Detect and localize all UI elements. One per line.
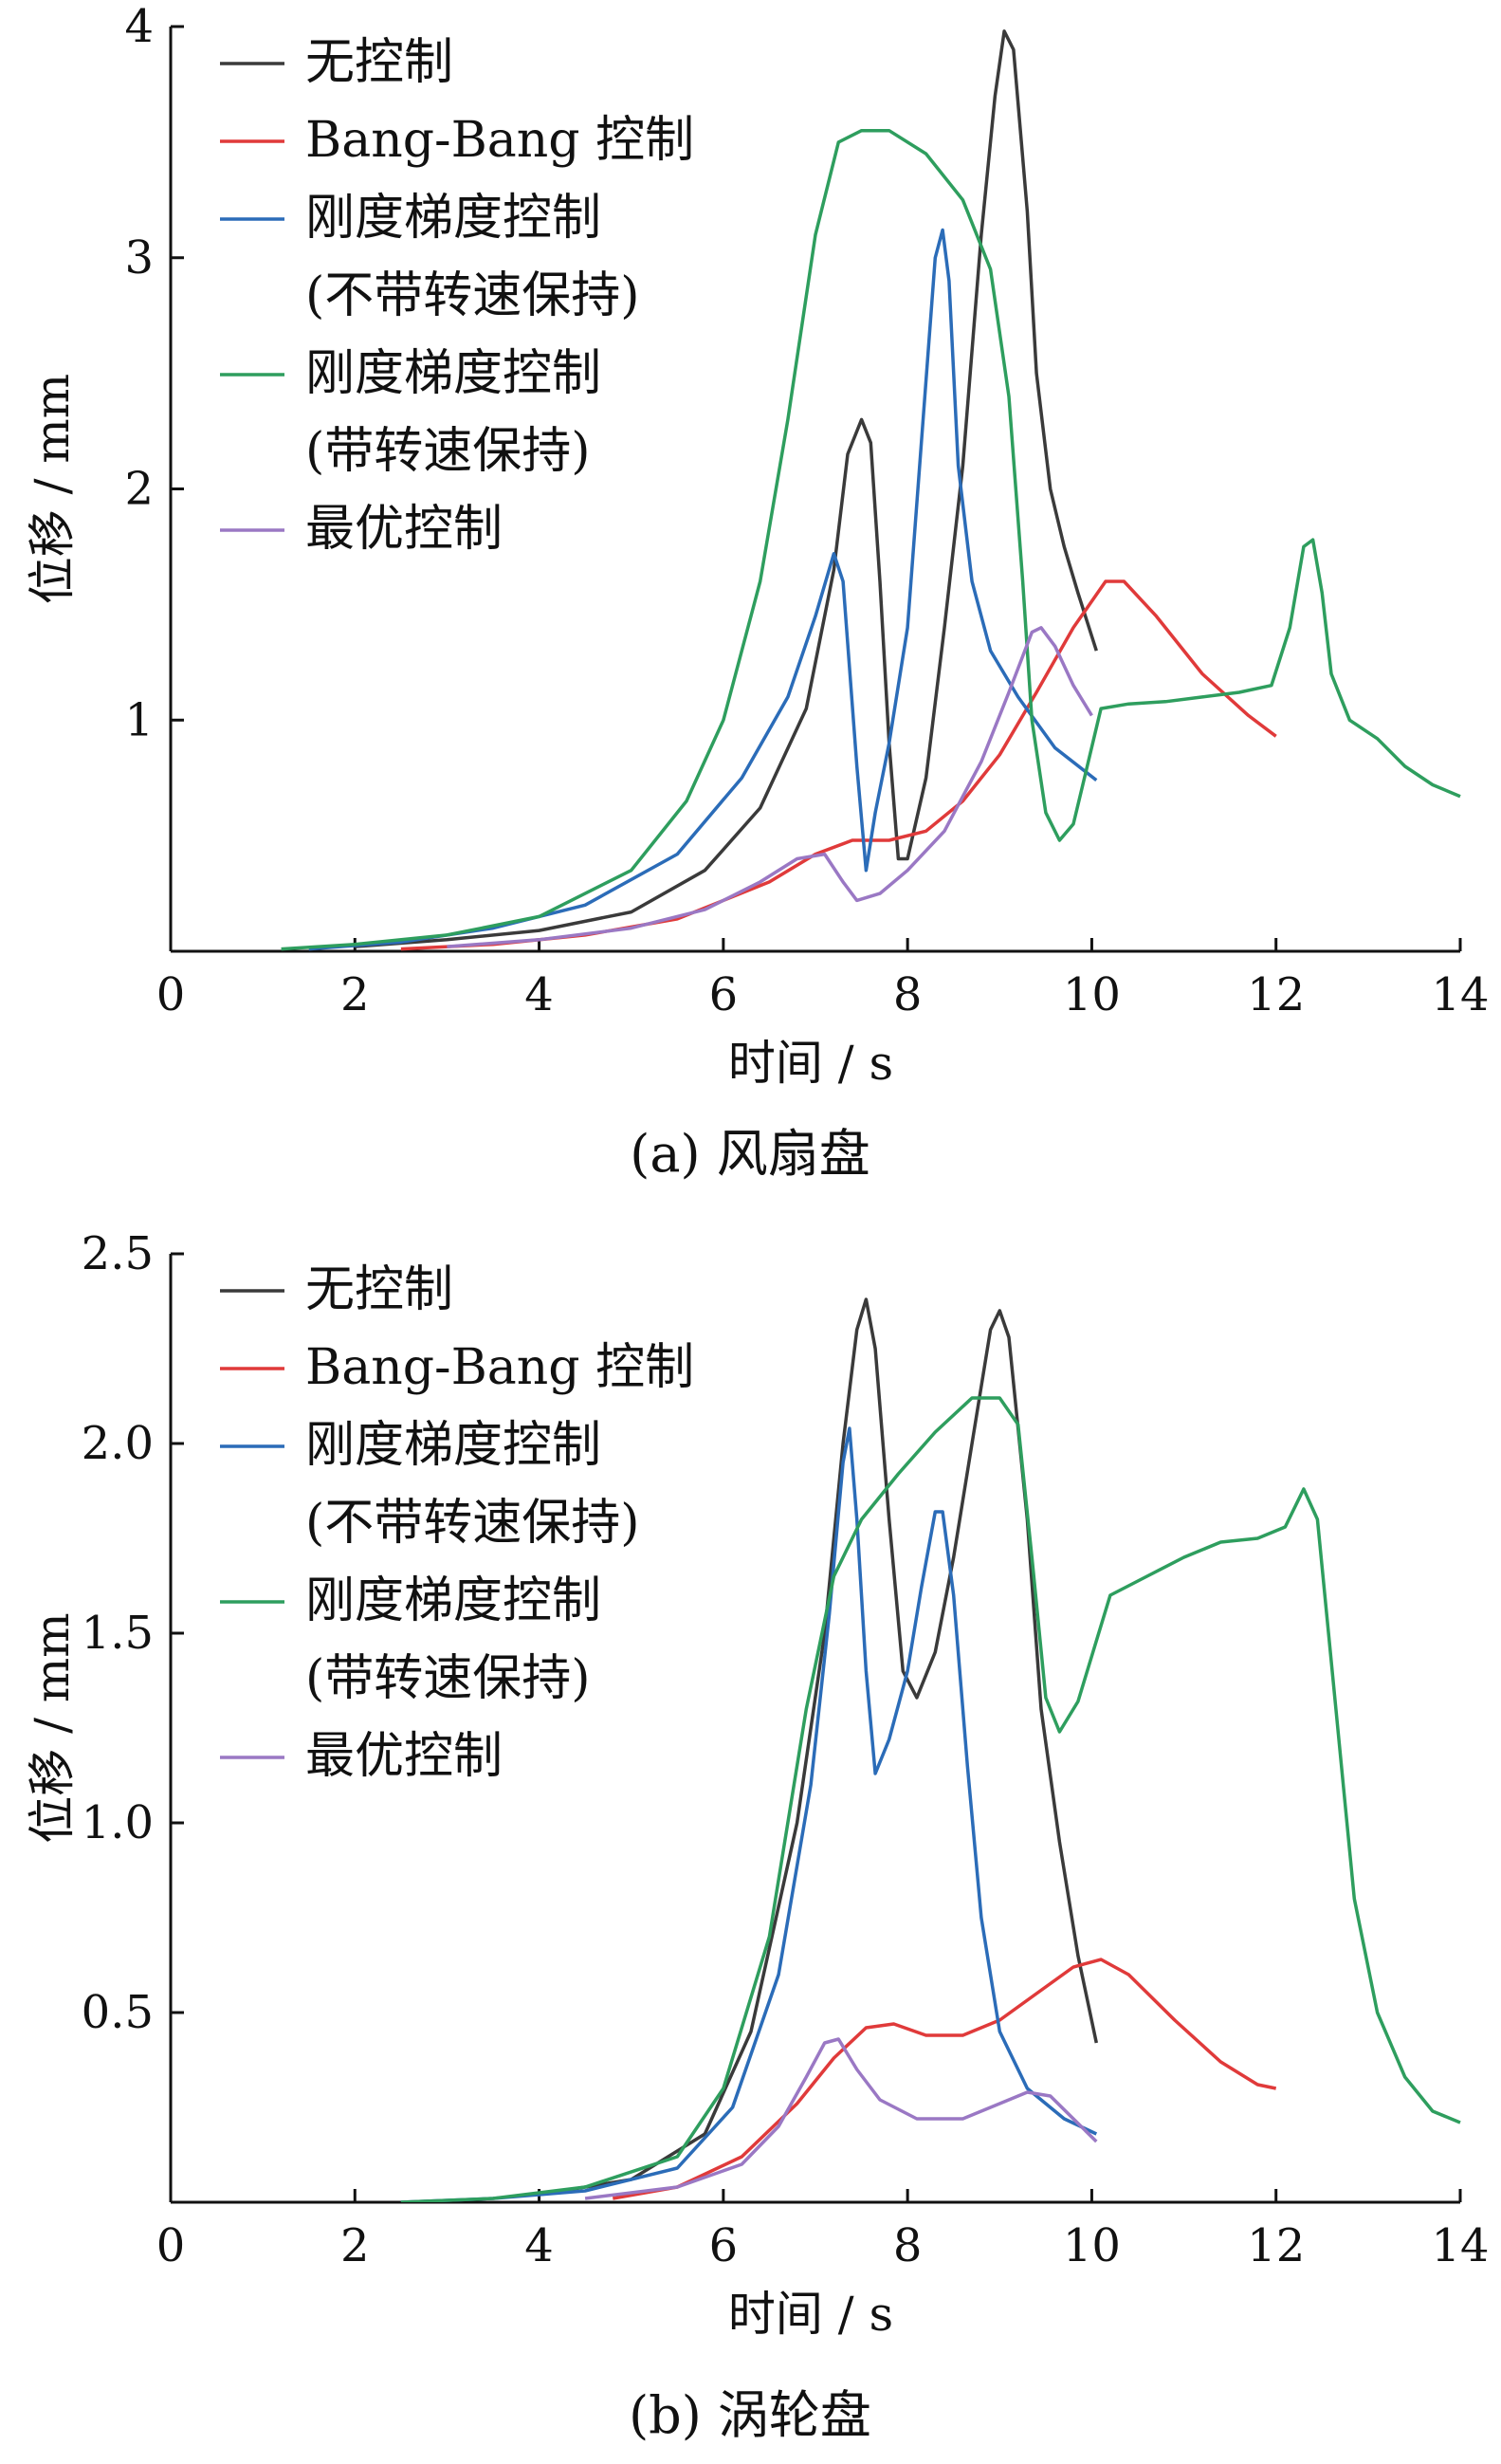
x-tick-label: 6: [709, 968, 739, 1021]
chart-caption: (a) 风扇盘: [630, 1124, 870, 1184]
legend-label-3: 刚度梯度控制: [305, 345, 601, 402]
series-line-0: [355, 29, 1098, 948]
legend-label-3: (带转速保持): [305, 423, 591, 480]
legend-label-1: Bang-Bang 控制: [305, 1339, 694, 1396]
y-tick-label: 2.0: [82, 1417, 154, 1470]
x-tick-label: 0: [156, 2219, 186, 2272]
x-tick-label: 12: [1247, 968, 1305, 1021]
y-tick-label: 1.5: [82, 1607, 154, 1660]
x-tick-label: 12: [1247, 2219, 1305, 2272]
y-tick-label: 3: [124, 231, 154, 285]
legend-label-1: Bang-Bang 控制: [305, 112, 694, 169]
y-tick-label: 1.0: [82, 1796, 154, 1849]
series-line-1: [400, 579, 1277, 951]
x-tick-label: 4: [524, 968, 554, 1021]
legend-label-2: 刚度梯度控制: [305, 1417, 601, 1474]
x-tick-label: 8: [893, 2219, 923, 2272]
y-axis-label: 位移 / mm: [25, 1612, 80, 1843]
y-tick-label: 1: [124, 693, 154, 746]
y-tick-label: 2: [124, 463, 154, 516]
chart-caption: (b) 涡轮盘: [629, 2385, 871, 2445]
legend-label-0: 无控制: [305, 1261, 453, 1318]
legend-label-0: 无控制: [305, 34, 453, 91]
x-tick-label: 8: [893, 968, 923, 1021]
series-line-0: [539, 1297, 1099, 2197]
series-line-3: [281, 128, 1461, 951]
x-tick-label: 10: [1063, 2219, 1121, 2272]
legend-label-3: (带转速保持): [305, 1650, 591, 1707]
legend-label-2: (不带转速保持): [305, 267, 640, 324]
chart-1: 0 2 4 6 8 10 12 14 0.5 1.0 1.5 2.0 2.5 时间 / s 位移 / mm (…: [25, 1227, 1490, 2445]
series-line-1: [612, 1958, 1277, 2200]
x-axis-label: 时间 / s: [728, 1036, 893, 1091]
legend-label-3: 刚度梯度控制: [305, 1572, 601, 1629]
x-tick-label: 10: [1063, 968, 1121, 1021]
series-line-4: [447, 626, 1093, 948]
x-tick-label: 6: [709, 2219, 739, 2272]
series-line-4: [584, 2037, 1098, 2200]
series-line-2: [308, 228, 1098, 951]
x-tick-label: 14: [1431, 968, 1489, 1021]
legend-label-4: 最优控制: [305, 1728, 503, 1785]
series-line-3: [400, 1396, 1461, 2202]
y-tick-label: 4: [124, 0, 154, 53]
x-tick-label: 2: [340, 968, 370, 1021]
legend-label-2: 刚度梯度控制: [305, 190, 601, 247]
y-tick-label: 0.5: [82, 1986, 154, 2039]
x-tick-label: 2: [340, 2219, 370, 2272]
y-axis-label: 位移 / mm: [25, 374, 80, 604]
x-tick-label: 14: [1431, 2219, 1489, 2272]
x-axis-label: 时间 / s: [728, 2287, 893, 2342]
x-tick-label: 4: [524, 2219, 554, 2272]
y-tick-label: 2.5: [82, 1227, 154, 1280]
legend-label-2: (不带转速保持): [305, 1495, 640, 1552]
x-tick-label: 0: [156, 968, 186, 1021]
series-line-2: [400, 1426, 1098, 2202]
legend-label-4: 最优控制: [305, 501, 503, 558]
